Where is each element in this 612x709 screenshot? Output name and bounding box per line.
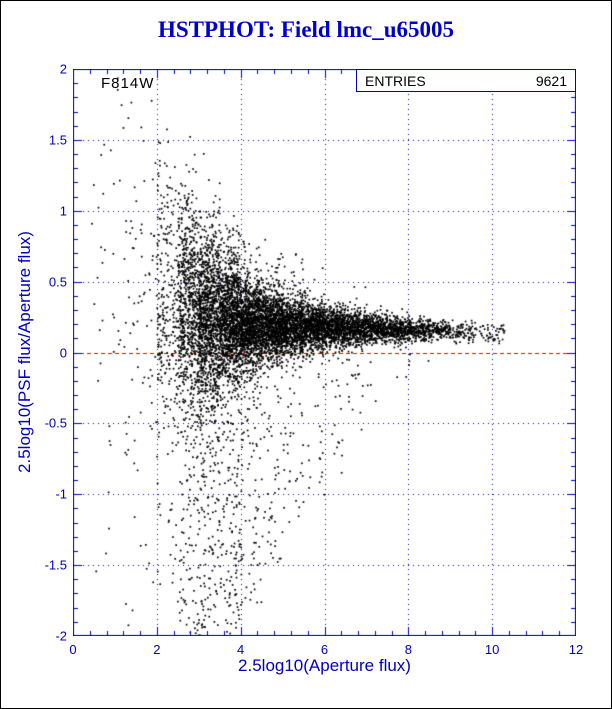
- y-tick-label: 0.5: [48, 274, 67, 290]
- y-tick-label: -1: [55, 486, 67, 502]
- page-title: HSTPHOT: Field lmc_u65005: [157, 17, 455, 42]
- y-tick-label: 1.5: [48, 132, 67, 148]
- x-tick-label: 10: [484, 642, 500, 657]
- plot-area: [73, 69, 576, 636]
- y-tick-label: 0: [59, 345, 67, 360]
- filter-label: F814W: [101, 75, 155, 92]
- y-axis-label: 2.5log10(PSF flux/Aperture flux): [15, 231, 34, 473]
- stats-entries-label: ENTRIES: [365, 72, 426, 89]
- x-tick-label: 4: [237, 642, 245, 657]
- y-tick-label: 1: [59, 203, 67, 219]
- x-axis-label: 2.5log10(Aperture flux): [238, 656, 411, 675]
- x-tick-label: 0: [69, 642, 77, 657]
- stats-box: ENTRIES 9621: [356, 69, 576, 92]
- x-tick-label: 6: [320, 642, 329, 657]
- y-tick-label: -0.5: [44, 415, 67, 431]
- x-tick-label: 8: [404, 642, 412, 657]
- x-tick-label: 2: [153, 642, 161, 657]
- x-tick-label: 12: [568, 642, 584, 657]
- scatter-canvas: [73, 69, 576, 636]
- y-tick-label: -1.5: [44, 557, 67, 573]
- stats-entries-value: 9621: [535, 72, 567, 89]
- y-tick-label: 2: [59, 61, 67, 77]
- y-tick-label: -2: [55, 628, 67, 644]
